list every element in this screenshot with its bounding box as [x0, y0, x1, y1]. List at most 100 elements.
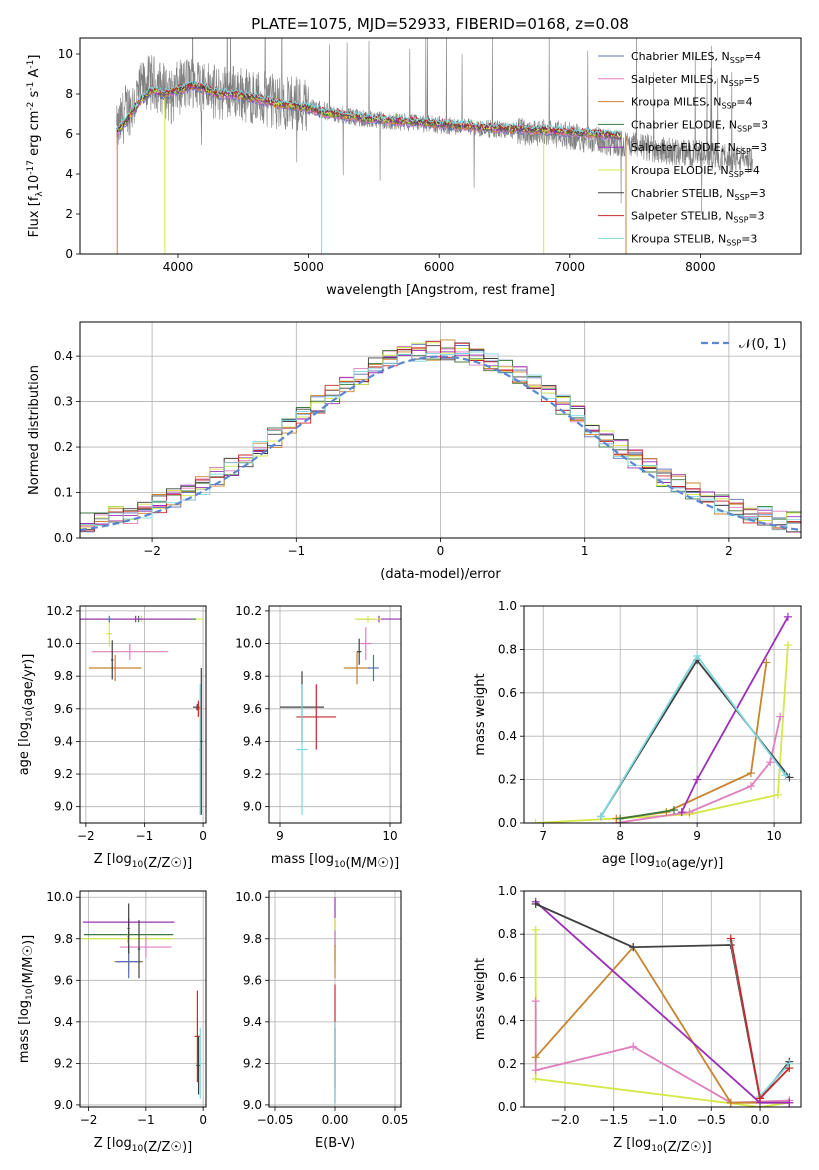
- weight-line-6: [620, 809, 675, 820]
- x-tick-label: −0.5: [697, 1113, 726, 1127]
- y-label-part: Flux [f: [27, 196, 42, 237]
- x-tick-label: 10: [766, 829, 781, 843]
- age-vs-Z-frame: [79, 605, 207, 824]
- x-tick-label: −1: [137, 1113, 155, 1127]
- y-tick-label: 0.0: [54, 531, 73, 545]
- x-tick-label: 7: [539, 829, 547, 843]
- y-tick-label: 2: [65, 207, 73, 221]
- label-sub: 10: [132, 860, 144, 870]
- y-axis-label: mass weight: [473, 673, 488, 755]
- label-sub: 10: [25, 988, 35, 1000]
- legend-entry-6: Chabrier STELIB, NSSP=3: [631, 187, 766, 202]
- legend-name: Kroupa ELODIE, N: [631, 164, 729, 177]
- label-part: age [: [17, 742, 32, 775]
- y-tick-label: 0.1: [54, 486, 73, 500]
- x-tick-label: 9: [276, 829, 284, 843]
- y-label-part: -1: [26, 82, 36, 91]
- observed-spectrum-line: [116, 38, 753, 215]
- x-tick-label: 2: [725, 544, 733, 558]
- y-axis-label: mass weight: [473, 958, 488, 1040]
- y-axis-label: age [log10(age/yr)]: [17, 654, 36, 776]
- legend-entry-2: Kroupa MILES, NSSP=4: [631, 96, 753, 111]
- label-sub: 10: [651, 1144, 663, 1154]
- y-tick-label: 9.2: [243, 767, 262, 781]
- y-axis-label: Flux [fλ10-17 erg cm-2 s-1 A-1]: [26, 55, 45, 238]
- y-label-part: ]: [27, 55, 42, 60]
- legend-entry-1: Salpeter MILES, NSSP=5: [631, 73, 760, 88]
- histograms: [80, 339, 801, 538]
- weight-vs-age-frame: [523, 605, 802, 824]
- mass-vs-Z-frame: [79, 890, 207, 1108]
- x-tick-label: −2: [80, 1113, 98, 1127]
- y-tick-label: 0.8: [498, 642, 517, 656]
- y-tick-label: 9.6: [54, 973, 73, 987]
- legend-tail: =3: [752, 118, 768, 131]
- y-tick-label: 4: [65, 167, 73, 181]
- x-axis-label: (data-model)/error: [380, 567, 501, 582]
- mass-vs-EBV-frame: [268, 890, 402, 1108]
- mass-vs-Z-axes: −2 −1 0 9.0 9.2 9.4 9.6 9.8 10.0: [46, 890, 207, 1127]
- x-tick-label: 0.00: [322, 1113, 349, 1127]
- age-vs-mass-frame: [268, 605, 402, 824]
- legend-name: Salpeter STELIB, N: [631, 210, 733, 223]
- y-tick-label: 10: [58, 47, 73, 61]
- y-tick-label: 0.0: [498, 1100, 517, 1114]
- weight-line-2: [616, 662, 768, 820]
- y-tick-label: 0.3: [54, 395, 73, 409]
- label-part: (M/M☉)]: [345, 856, 399, 871]
- weight-vs-Z-frame: [523, 890, 802, 1108]
- legend-entry-8: Kroupa STELIB, NSSP=3: [631, 232, 757, 247]
- y-tick-label: 9.8: [243, 932, 262, 946]
- legend-name: Kroupa MILES, N: [631, 96, 721, 109]
- x-axis-label: age [log10(age/yr)]: [602, 852, 724, 871]
- legend-tail: =3: [751, 141, 767, 154]
- x-tick-label: −1: [287, 544, 305, 558]
- legend-sub: SSP: [729, 170, 744, 179]
- y-axis-label: mass [log10(M/M☉)]: [17, 935, 36, 1063]
- legend-sub: SSP: [737, 124, 752, 133]
- label-part: Z [: [94, 852, 112, 867]
- label-part: (M/M☉)]: [21, 935, 36, 989]
- label-part: (age/yr)]: [666, 856, 723, 871]
- x-tick-label: 7000: [555, 260, 586, 274]
- y-tick-label: 9.6: [243, 973, 262, 987]
- label-part: Z [: [613, 1136, 631, 1151]
- legend-sub: SSP: [736, 147, 751, 156]
- mass-vs-Z-points: [81, 903, 202, 1099]
- label-part: log: [17, 1000, 32, 1020]
- y-tick-label: 10.2: [235, 604, 262, 618]
- x-tick-label: 1: [581, 544, 589, 558]
- label-sub: 10: [25, 710, 35, 722]
- label-part: (Z/Z☉)]: [143, 1140, 192, 1155]
- age-vs-mass-axes: 9 10 9.0 9.2 9.4 9.6 9.8 10.0 10.2: [235, 604, 401, 843]
- weight-line-4: [600, 658, 791, 817]
- label-part: (age/yr)]: [21, 654, 36, 711]
- y-tick-label: 9.6: [243, 702, 262, 716]
- y-label-part: -17: [26, 160, 36, 175]
- x-tick-label: −2: [77, 829, 95, 843]
- label-part: E(B-V): [315, 1136, 355, 1151]
- legend-entry-7: Salpeter STELIB, NSSP=3: [631, 210, 765, 225]
- legend-entry-5: Kroupa ELODIE, NSSP=4: [631, 164, 760, 179]
- y-tick-label: 9.2: [54, 767, 73, 781]
- y-tick-label: 9.4: [243, 734, 262, 748]
- spectrum-frame: [79, 37, 802, 255]
- x-tick-label: 0: [199, 1113, 207, 1127]
- y-tick-label: 0.6: [498, 970, 517, 984]
- label-part: mass weight: [473, 673, 488, 755]
- y-tick-label: 0.4: [54, 349, 73, 363]
- legend-name: Chabrier STELIB, N: [631, 187, 735, 200]
- figure-title: PLATE=1075, MJD=52933, FIBERID=0168, z=0…: [251, 15, 629, 33]
- legend-sub: SSP: [733, 216, 748, 225]
- x-tick-label: 6000: [424, 260, 455, 274]
- x-tick-label: −2: [143, 544, 161, 558]
- x-tick-label: 0.05: [382, 1113, 409, 1127]
- y-tick-label: 1.0: [498, 884, 517, 898]
- y-tick-label: 10.2: [46, 604, 73, 618]
- weight-line-0: [535, 645, 789, 823]
- label-part: log: [112, 1136, 132, 1151]
- y-label-part: s: [27, 90, 42, 101]
- mass-vs-EBV-axes: −0.05 0.00 0.05 9.0 9.2 9.4 9.6 9.8 10.0: [235, 890, 408, 1127]
- label-sub: 10: [334, 860, 346, 870]
